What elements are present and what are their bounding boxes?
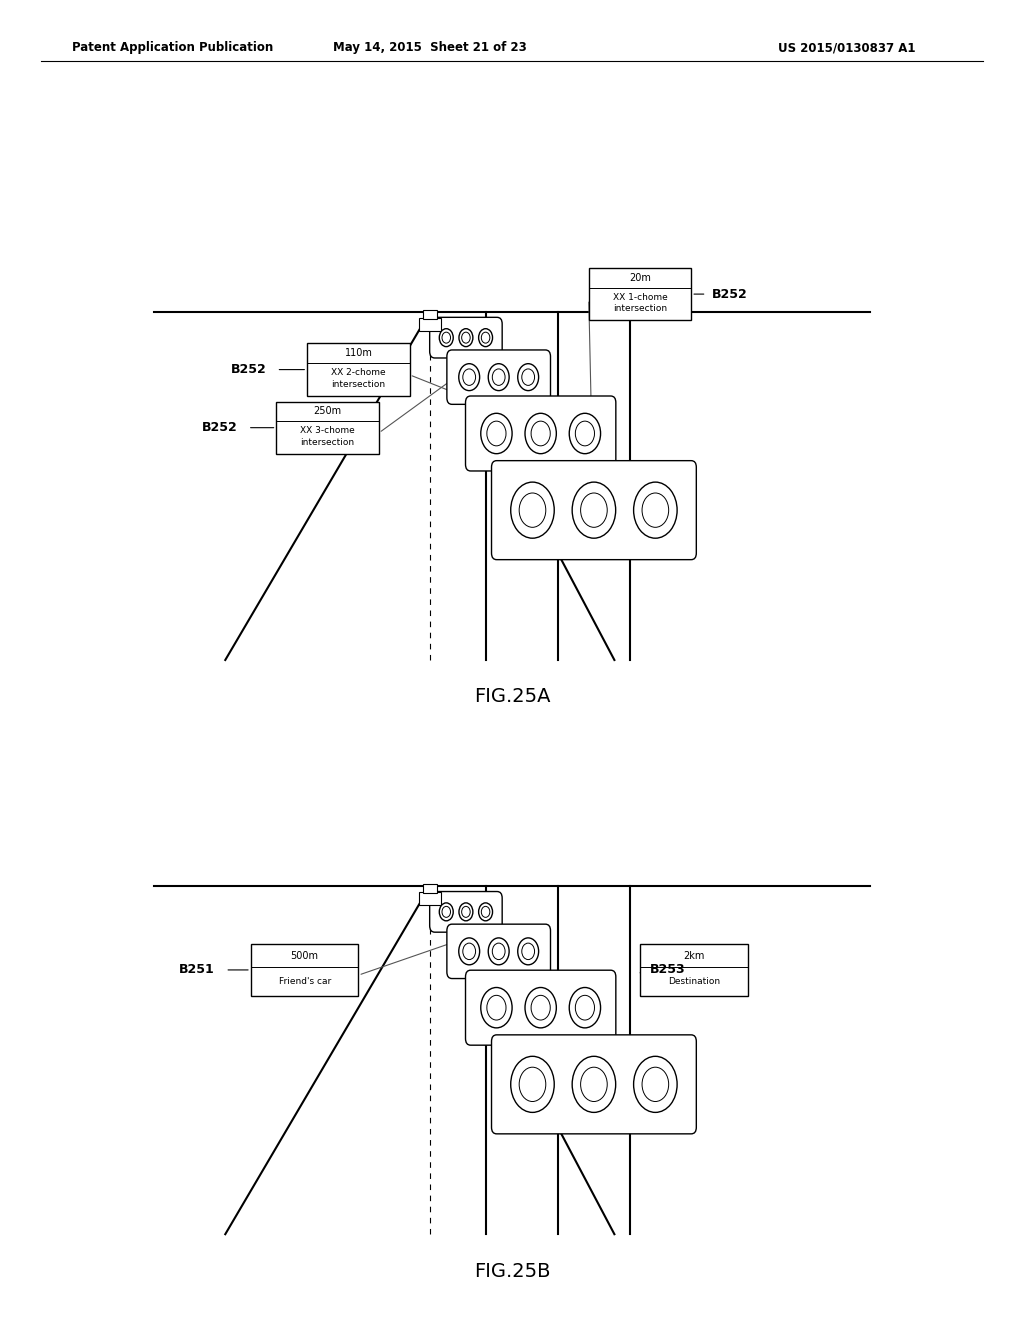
Text: 250m: 250m [313,407,342,417]
Text: intersection: intersection [613,304,667,313]
Text: XX 3-chome: XX 3-chome [300,426,355,436]
Circle shape [525,987,556,1028]
Text: Destination: Destination [668,977,720,986]
Circle shape [531,421,550,446]
Circle shape [439,329,454,347]
Bar [423,310,437,319]
Circle shape [511,482,554,539]
Bar [640,944,748,997]
Text: B252: B252 [230,363,266,376]
Circle shape [439,903,454,921]
Bar [276,401,379,454]
Bar [251,944,358,997]
Text: B252: B252 [712,288,748,301]
Circle shape [581,1067,607,1101]
Circle shape [519,492,546,527]
FancyBboxPatch shape [430,317,502,358]
FancyBboxPatch shape [430,891,502,932]
Circle shape [572,482,615,539]
Circle shape [522,942,535,960]
Circle shape [486,421,506,446]
Circle shape [642,492,669,527]
Text: US 2015/0130837 A1: US 2015/0130837 A1 [778,41,915,54]
Text: XX 1-chome: XX 1-chome [612,293,668,302]
Text: B252: B252 [202,421,238,434]
Circle shape [442,333,451,343]
FancyBboxPatch shape [466,396,615,471]
Circle shape [478,329,493,347]
Circle shape [511,1056,554,1113]
Circle shape [459,903,473,921]
Circle shape [462,333,470,343]
Circle shape [481,907,489,917]
Text: XX 2-chome: XX 2-chome [331,368,386,378]
Circle shape [581,492,607,527]
Circle shape [634,482,677,539]
Circle shape [531,995,550,1020]
FancyBboxPatch shape [466,970,615,1045]
Circle shape [575,421,595,446]
Text: FIG.25B: FIG.25B [474,1262,550,1280]
Circle shape [486,995,506,1020]
Bar [307,343,410,396]
Text: FIG.25A: FIG.25A [474,688,550,706]
Circle shape [478,903,493,921]
Circle shape [519,1067,546,1101]
Circle shape [459,329,473,347]
Circle shape [463,942,475,960]
Circle shape [481,987,512,1028]
Circle shape [481,333,489,343]
FancyBboxPatch shape [492,1035,696,1134]
Bar [419,318,441,331]
Bar [423,884,437,894]
Text: 2km: 2km [683,950,705,961]
Circle shape [518,364,539,391]
Bar [589,268,691,321]
Circle shape [488,939,509,965]
Circle shape [525,413,556,454]
Circle shape [463,368,475,385]
Circle shape [493,942,505,960]
Text: B251: B251 [179,964,215,977]
Text: B253: B253 [650,964,686,977]
Circle shape [642,1067,669,1101]
Circle shape [572,1056,615,1113]
Text: Friend's car: Friend's car [279,977,331,986]
Text: 110m: 110m [344,348,373,359]
Circle shape [459,364,479,391]
Circle shape [459,939,479,965]
Text: Patent Application Publication: Patent Application Publication [72,41,273,54]
Circle shape [522,368,535,385]
Circle shape [575,995,595,1020]
Text: May 14, 2015  Sheet 21 of 23: May 14, 2015 Sheet 21 of 23 [333,41,527,54]
Text: intersection: intersection [332,380,385,388]
Circle shape [481,413,512,454]
Bar [419,892,441,906]
Text: 500m: 500m [291,950,318,961]
FancyBboxPatch shape [492,461,696,560]
Circle shape [518,939,539,965]
Circle shape [493,368,505,385]
FancyBboxPatch shape [446,924,551,978]
Text: intersection: intersection [301,438,354,446]
Text: 20m: 20m [629,273,651,282]
Circle shape [569,987,600,1028]
Circle shape [442,907,451,917]
Circle shape [462,907,470,917]
Circle shape [569,413,600,454]
Circle shape [634,1056,677,1113]
FancyBboxPatch shape [446,350,551,404]
Circle shape [488,364,509,391]
